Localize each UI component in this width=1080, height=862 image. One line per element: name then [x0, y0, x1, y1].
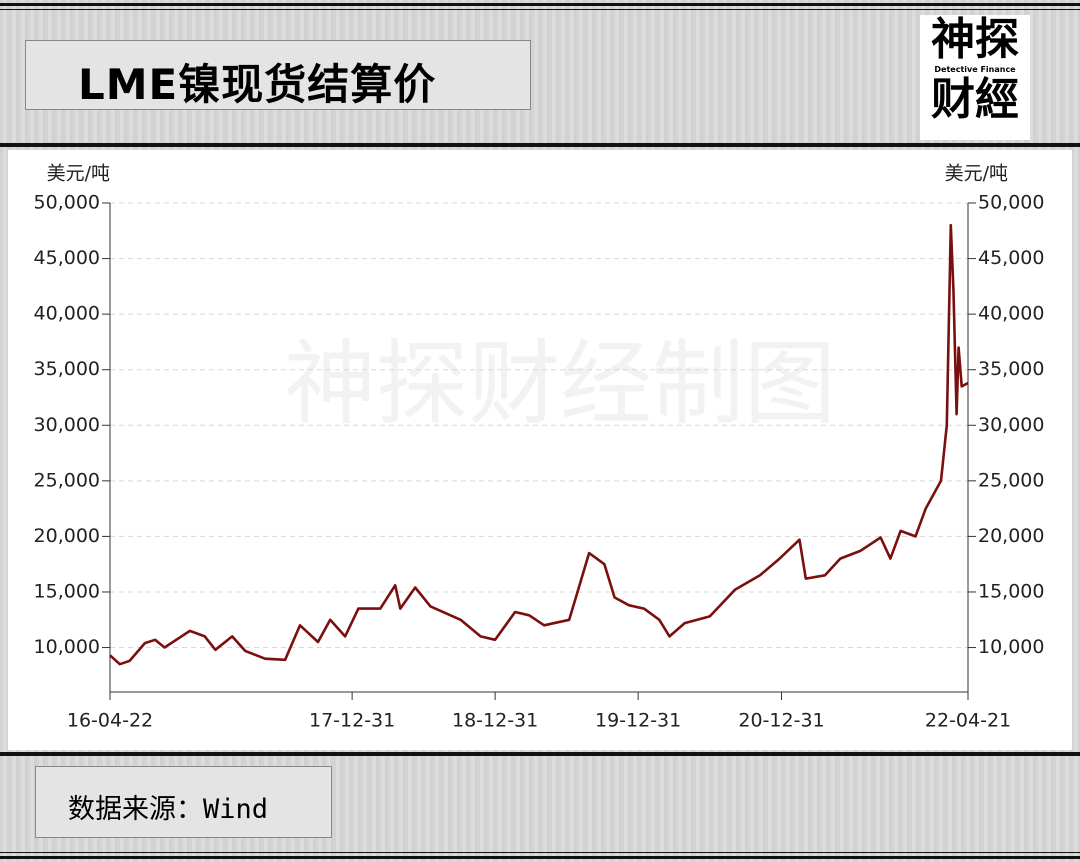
frame-line — [0, 143, 1080, 147]
y-tick-label: 30,000 — [34, 414, 100, 436]
y-tick-label: 25,000 — [34, 469, 100, 491]
y2-tick-label: 40,000 — [978, 303, 1044, 325]
line-series — [109, 223, 969, 666]
frame-line — [0, 9, 1080, 10]
frame-line — [0, 3, 1080, 6]
y2-tick-label: 15,000 — [978, 580, 1044, 602]
watermark: 神探财经制图 — [284, 330, 836, 437]
x-tick-label: 22-04-21 — [925, 710, 1011, 732]
y-tick-label: 20,000 — [34, 525, 100, 547]
y-tick-label: 50,000 — [34, 192, 100, 214]
y2-tick-label: 35,000 — [978, 358, 1044, 380]
y-tick-label: 10,000 — [34, 636, 100, 658]
y2-tick-label: 10,000 — [978, 636, 1044, 658]
x-tick-label: 17-12-31 — [309, 710, 395, 732]
y2-tick-label: 25,000 — [978, 469, 1044, 491]
title: LME镍现货结算价 — [78, 60, 437, 109]
y-tick-label: 40,000 — [34, 303, 100, 325]
title-box: LME镍现货结算价 — [25, 40, 531, 110]
y2-tick-label: 30,000 — [978, 414, 1044, 436]
logo-top: 神探 — [931, 14, 1019, 65]
frame-line — [0, 852, 1080, 853]
source-box: 数据来源：Wind — [35, 766, 332, 838]
chart-panel: 神探财经制图 美元/吨 美元/吨 10,000 15,000 20,000 25,00… — [8, 150, 1072, 750]
y2-tick-label: 50,000 — [978, 192, 1044, 214]
chart: 神探财经制图 美元/吨 美元/吨 10,000 15,000 20,000 25,00… — [34, 163, 1045, 732]
logo-bottom: 财經 — [931, 74, 1019, 125]
x-tick-label: 20-12-31 — [738, 710, 824, 732]
y2-tick-label: 20,000 — [978, 525, 1044, 547]
logo-middle: Detective Finance — [934, 65, 1016, 74]
frame-line — [0, 752, 1080, 756]
x-tick-label: 18-12-31 — [452, 710, 538, 732]
x-tick-label: 19-12-31 — [595, 710, 681, 732]
y-tick-label: 35,000 — [34, 358, 100, 380]
y2-axis-label: 美元/吨 — [945, 163, 1008, 185]
y-tick-label: 45,000 — [34, 247, 100, 269]
y-axis-label: 美元/吨 — [47, 163, 110, 185]
frame-line — [0, 856, 1080, 859]
source: 数据来源：Wind — [68, 794, 269, 825]
x-tick-label: 16-04-22 — [67, 710, 153, 732]
y2-tick-label: 45,000 — [978, 247, 1044, 269]
logo: 神探 Detective Finance 财經 — [920, 15, 1030, 140]
y-tick-label: 15,000 — [34, 580, 100, 602]
